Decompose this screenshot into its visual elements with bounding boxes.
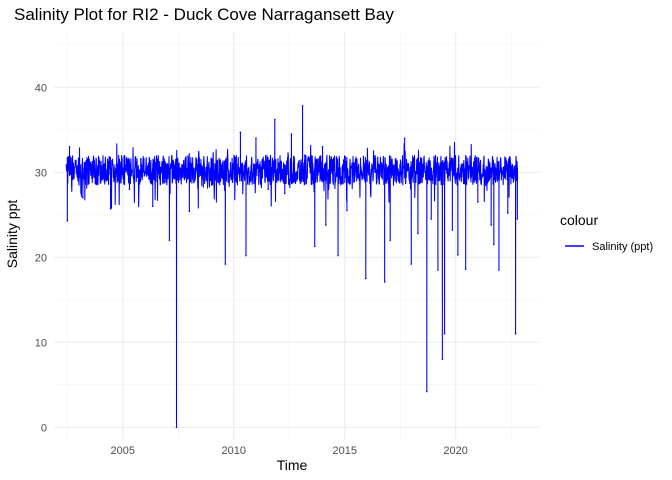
data-point xyxy=(128,188,131,191)
data-point xyxy=(493,243,495,246)
data-point xyxy=(346,209,348,212)
legend-title: colour xyxy=(560,212,598,228)
data-point xyxy=(321,145,324,148)
data-point xyxy=(274,118,276,121)
data-point xyxy=(464,268,467,270)
data-point xyxy=(290,133,293,135)
data-point xyxy=(364,277,367,280)
axes: 0 10 20 30 40 2005 2010 2015 2020 xyxy=(35,82,468,457)
data-point xyxy=(283,192,286,195)
data-point xyxy=(451,229,454,231)
data-point xyxy=(168,239,171,242)
legend-label-salinity: Salinity (ppt) xyxy=(592,241,653,253)
data-point xyxy=(477,201,479,203)
data-point xyxy=(426,390,428,393)
x-axis-title: Time xyxy=(277,457,308,473)
x-tick-label: 2010 xyxy=(222,445,246,457)
data-point xyxy=(210,184,213,186)
y-axis-title: Salinity ppt xyxy=(4,200,20,269)
data-point xyxy=(417,232,419,235)
data-point xyxy=(313,245,316,247)
data-point xyxy=(303,154,306,157)
data-point xyxy=(437,269,439,271)
data-point xyxy=(175,426,178,429)
data-point xyxy=(410,263,413,265)
series-line-salinity xyxy=(65,105,519,428)
x-tick-label: 2015 xyxy=(332,445,356,457)
chart-title: Salinity Plot for RI2 - Duck Cove Narrag… xyxy=(14,5,394,24)
data-point xyxy=(66,219,69,222)
data-point xyxy=(267,188,269,191)
data-point xyxy=(151,205,154,208)
y-tick-label: 10 xyxy=(35,337,47,349)
y-tick-label: 30 xyxy=(35,167,47,179)
data-point xyxy=(239,131,242,134)
data-point xyxy=(325,224,327,226)
data-point xyxy=(498,269,500,271)
data-point xyxy=(441,358,444,361)
data-point xyxy=(490,224,492,226)
grid xyxy=(54,32,540,440)
y-tick-label: 0 xyxy=(41,422,47,434)
data-point xyxy=(514,332,517,335)
data-point xyxy=(443,332,446,335)
plot-area xyxy=(65,105,519,429)
y-tick-label: 20 xyxy=(35,252,47,264)
data-point xyxy=(188,210,191,213)
data-point xyxy=(430,218,433,220)
x-tick-label: 2020 xyxy=(443,445,467,457)
x-tick-label: 2005 xyxy=(111,445,135,457)
data-point xyxy=(245,254,247,257)
data-point xyxy=(383,281,386,283)
data-point xyxy=(507,212,509,214)
data-point xyxy=(516,218,519,220)
data-point xyxy=(68,145,71,148)
data-point xyxy=(337,254,339,257)
data-point xyxy=(301,105,304,107)
data-point xyxy=(389,239,392,242)
data-point xyxy=(109,208,112,210)
y-tick-label: 40 xyxy=(35,82,47,94)
legend: colour Salinity (ppt) xyxy=(560,212,653,253)
data-point xyxy=(457,253,459,256)
data-point xyxy=(255,137,257,140)
data-point xyxy=(224,263,227,265)
data-point xyxy=(403,137,406,140)
data-point xyxy=(82,196,84,199)
